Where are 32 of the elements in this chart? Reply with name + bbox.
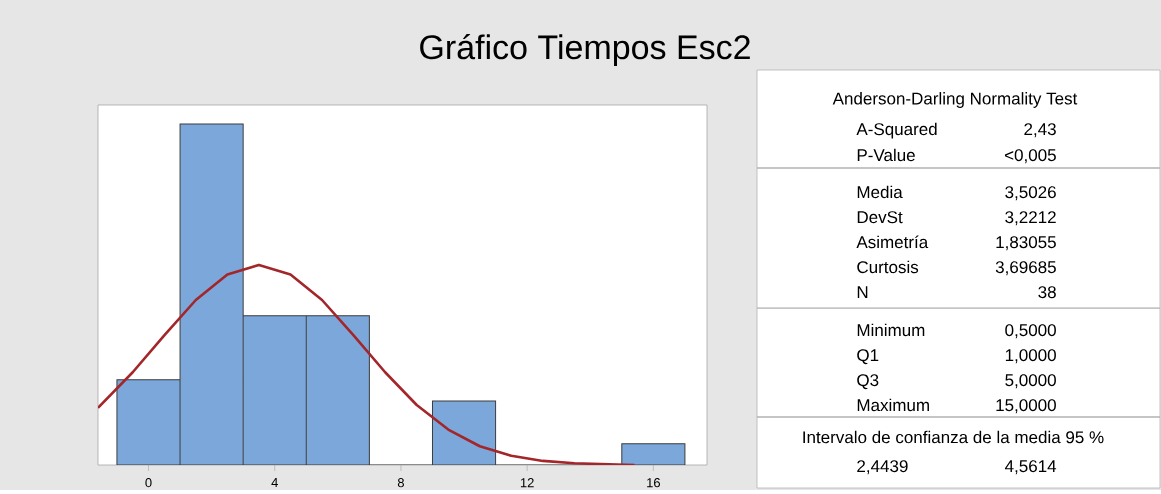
text: DevSt	[857, 211, 903, 224]
text: 38	[1038, 286, 1056, 299]
text: Maximum	[857, 398, 929, 412]
text: 4,5614	[1004, 460, 1057, 475]
text: Asimetría	[856, 235, 929, 249]
x-tick-label: 16	[647, 478, 661, 488]
x-tick-label: 12	[520, 478, 534, 488]
text: Intervalo de confianza de la media 95 %	[803, 430, 1104, 444]
text: 15,0000	[996, 399, 1056, 414]
text: 3,2212	[1005, 211, 1056, 226]
x-tick-label: 0	[145, 478, 152, 488]
text: Media	[857, 185, 903, 199]
x-tick-label: 8	[397, 478, 404, 488]
text: <0,005	[1004, 149, 1056, 164]
text: 1,0000	[1005, 349, 1056, 364]
text: 2,43	[1024, 123, 1056, 138]
text: Curtosis	[857, 260, 919, 274]
text: Anderson-Darling Normality Test	[832, 92, 1078, 108]
text: Q3	[857, 374, 879, 390]
text: 3,5026	[1005, 186, 1056, 201]
text: 5,0000	[1005, 374, 1056, 389]
chart-title: Gráfico Tiempos Esc2	[420, 33, 750, 67]
text: N	[857, 286, 868, 299]
text: 1,83055	[996, 236, 1056, 251]
x-tick-label: 4	[271, 478, 278, 488]
text: 2,4439	[857, 460, 908, 475]
text: 3,69685	[995, 261, 1056, 276]
text: P-Value	[857, 148, 915, 162]
text: Minimum	[857, 323, 925, 337]
text: Q1	[857, 349, 879, 365]
text: 0,5000	[1005, 324, 1056, 339]
text: A-Squared	[856, 122, 937, 139]
